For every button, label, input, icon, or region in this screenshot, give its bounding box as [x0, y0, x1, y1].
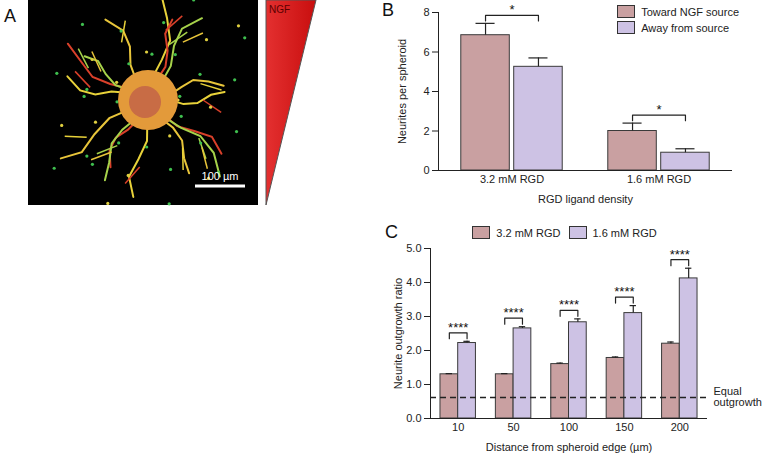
- html-text:C: C: [385, 222, 398, 242]
- svg-text:1.6 mM RGD: 1.6 mM RGD: [627, 173, 691, 185]
- svg-text:150: 150: [615, 421, 633, 433]
- svg-text:*: *: [656, 102, 661, 117]
- svg-text:100 µm: 100 µm: [202, 170, 239, 182]
- html-text:1.6 mM RGD: 1.6 mM RGD: [592, 226, 657, 239]
- svg-text:****: ****: [448, 320, 468, 335]
- html-text:Toward NGF source: Toward NGF source: [641, 5, 739, 18]
- svg-text:1.0: 1.0: [406, 378, 421, 390]
- svg-text:Distance from spheroid edge (µ: Distance from spheroid edge (µm): [486, 441, 653, 453]
- svg-text:Neurites per spheroid: Neurites per spheroid: [396, 39, 408, 144]
- svg-text:A: A: [4, 6, 16, 26]
- svg-text:100: 100: [560, 421, 578, 433]
- svg-text:4: 4: [423, 85, 429, 97]
- svg-text:3.2 mM RGD: 3.2 mM RGD: [480, 173, 544, 185]
- svg-text:Neurite outgrowth ratio: Neurite outgrowth ratio: [392, 278, 404, 389]
- svg-text:RGD ligand density: RGD ligand density: [538, 193, 633, 205]
- svg-text:200: 200: [671, 421, 689, 433]
- svg-text:2: 2: [423, 125, 429, 137]
- svg-text:****: ****: [670, 247, 690, 262]
- svg-text:50: 50: [507, 421, 519, 433]
- svg-text:10: 10: [452, 421, 464, 433]
- svg-text:6: 6: [423, 46, 429, 58]
- svg-text:****: ****: [559, 297, 579, 312]
- svg-text:****: ****: [614, 284, 634, 299]
- svg-text:8: 8: [423, 6, 429, 18]
- html-text:Away from source: Away from source: [641, 21, 729, 34]
- html-text:3.2 mM RGD: 3.2 mM RGD: [496, 226, 561, 239]
- svg-text:3.0: 3.0: [406, 310, 421, 322]
- svg-text:5.0: 5.0: [406, 242, 421, 254]
- svg-text:2.0: 2.0: [406, 344, 421, 356]
- svg-text:NGF: NGF: [269, 4, 290, 15]
- svg-text:0: 0: [423, 164, 429, 176]
- svg-text:0.0: 0.0: [406, 412, 421, 424]
- html-text:B: B: [382, 0, 394, 20]
- svg-text:4.0: 4.0: [406, 276, 421, 288]
- svg-text:Equaloutgrowth: Equaloutgrowth: [714, 385, 762, 408]
- svg-text:*: *: [509, 2, 514, 17]
- svg-text:****: ****: [503, 305, 523, 320]
